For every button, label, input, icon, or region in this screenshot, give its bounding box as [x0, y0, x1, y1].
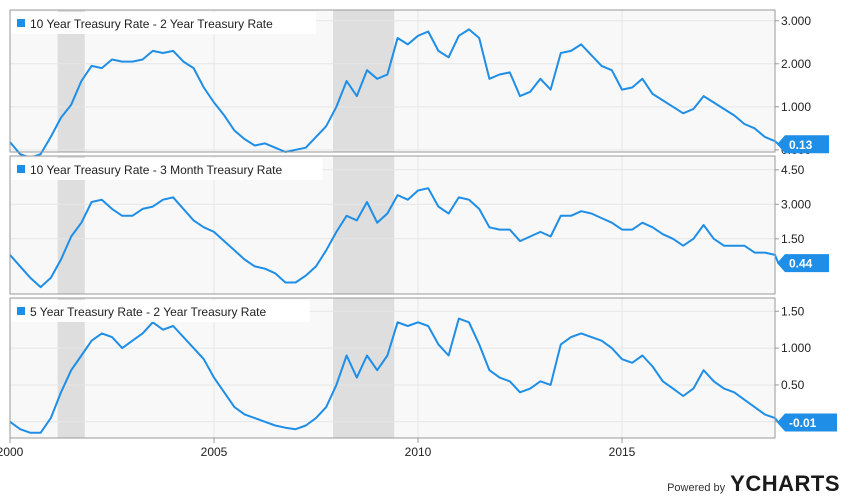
y-tick-label: 0.50 [781, 378, 805, 392]
last-value-label: -0.01 [789, 416, 817, 430]
x-tick-label: 2010 [405, 445, 432, 459]
x-tick-label: 2005 [201, 445, 228, 459]
chart-title: 5 Year Treasury Rate - 2 Year Treasury R… [30, 305, 266, 319]
recession-band [333, 156, 395, 294]
plot-border [9, 155, 776, 295]
y-tick-label: 3.000 [781, 197, 811, 211]
y-tick-label: 2.000 [781, 57, 811, 71]
plot-border [9, 297, 776, 439]
last-value-label: 0.13 [789, 138, 813, 152]
last-value-label: 0.44 [789, 257, 813, 271]
legend-swatch [17, 307, 25, 315]
series-line [9, 317, 780, 434]
plot-border [9, 9, 776, 153]
chart-panel: 5 Year Treasury Rate - 2 Year Treasury R… [9, 297, 837, 439]
series-line [9, 28, 780, 159]
last-value-callout [777, 135, 829, 154]
footer: Powered by YCHARTS [667, 471, 840, 497]
x-tick-label: 2000 [0, 445, 24, 459]
chart-title: 10 Year Treasury Rate - 3 Month Treasury… [30, 163, 282, 177]
title-box [11, 158, 323, 180]
y-tick-label: 1.50 [781, 232, 805, 246]
chart-panels: 10 Year Treasury Rate - 2 Year Treasury … [9, 9, 837, 439]
y-tick-label: 1.000 [781, 100, 811, 114]
x-axis: 2000 2005 2010 2015 [0, 438, 636, 459]
chart-title: 10 Year Treasury Rate - 2 Year Treasury … [30, 17, 273, 31]
y-tick-label: 1.000 [781, 341, 811, 355]
series-line [9, 187, 780, 289]
legend-swatch [17, 19, 25, 27]
title-box [11, 12, 317, 34]
powered-by-label: Powered by [667, 482, 726, 494]
last-value-callout [777, 413, 837, 432]
y-tick-label: 3.000 [781, 14, 811, 28]
y-tick-label: 1.50 [781, 304, 805, 318]
legend-swatch [17, 165, 25, 173]
title-box [11, 300, 310, 322]
ycharts-logo: YCHARTS [730, 471, 840, 496]
last-value-callout [777, 254, 829, 273]
chart-panel: 10 Year Treasury Rate - 2 Year Treasury … [9, 9, 829, 159]
chart-panel: 10 Year Treasury Rate - 3 Month Treasury… [9, 155, 829, 295]
y-tick-label: 4.50 [781, 163, 805, 177]
x-tick-label: 2015 [609, 445, 636, 459]
